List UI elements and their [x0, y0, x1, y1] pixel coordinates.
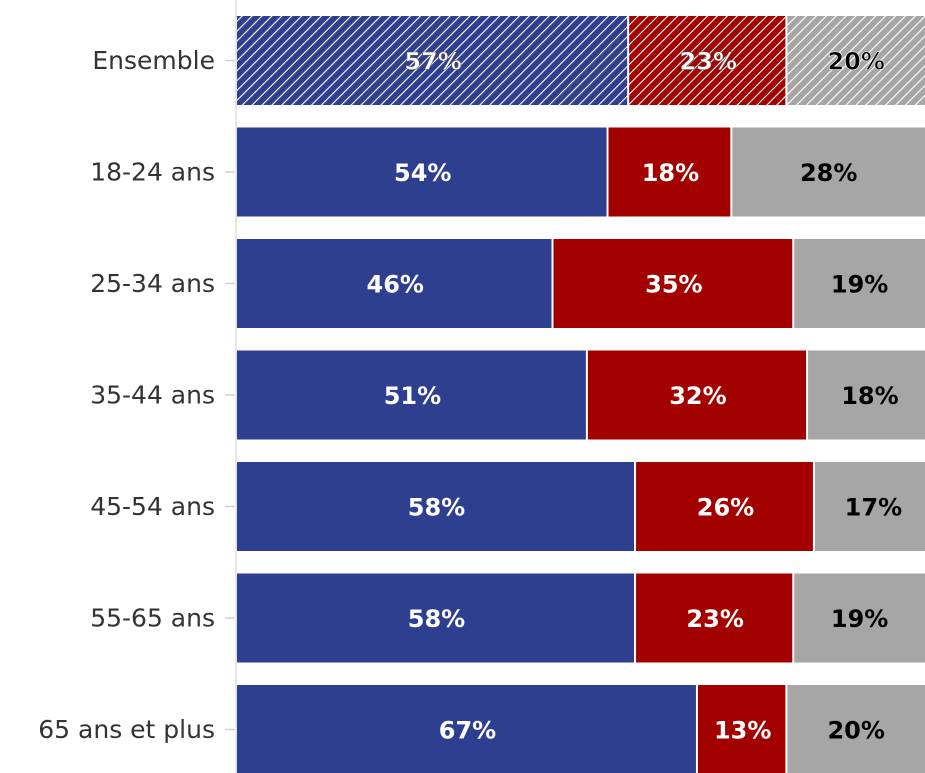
data-label: 67%	[439, 717, 496, 745]
bar-segment	[636, 462, 813, 551]
bar-segment	[237, 462, 635, 551]
bar-segment	[636, 573, 793, 663]
data-label: 26%	[697, 494, 754, 522]
data-label: 13%	[714, 717, 771, 745]
bar-segment	[237, 350, 586, 440]
data-label: 28%	[800, 159, 857, 187]
data-label: 19%	[831, 271, 888, 299]
data-label: 20%	[827, 717, 884, 745]
bar-segment	[553, 239, 793, 328]
bar-segment	[237, 573, 635, 663]
bar-segment	[237, 685, 696, 773]
bar-segment	[697, 685, 786, 773]
data-label: 23%	[680, 48, 737, 76]
category-label: 35-44 ans	[90, 381, 215, 410]
data-label: 23%	[686, 605, 743, 633]
category-label: 25-34 ans	[90, 269, 215, 298]
category-label: 65 ans et plus	[38, 715, 215, 744]
bar-segment	[787, 685, 925, 773]
data-label: 32%	[669, 382, 726, 410]
data-label: 18%	[841, 382, 898, 410]
bar-segment	[237, 127, 607, 217]
category-label: 45-54 ans	[90, 492, 215, 521]
data-label: 17%	[845, 494, 902, 522]
labels: Ensemble 57% 23% 20% 18-24 ans 54% 18% 28% 25-34…	[38, 46, 902, 745]
data-label: 58%	[408, 494, 465, 522]
bar-segment	[794, 239, 925, 328]
data-label: 54%	[394, 159, 451, 187]
bar-segment	[629, 16, 786, 105]
data-label: 35%	[645, 271, 702, 299]
category-label: Ensemble	[92, 46, 215, 75]
bar-segment	[587, 350, 807, 440]
data-label: 51%	[384, 382, 441, 410]
bar-segment	[814, 462, 925, 551]
y-axis	[225, 0, 237, 773]
data-label: 19%	[831, 605, 888, 633]
bars	[237, 16, 925, 773]
bar-segment	[237, 239, 552, 328]
data-label: 18%	[642, 159, 699, 187]
bar-segment	[794, 573, 925, 663]
bar-segment	[808, 350, 925, 440]
bar-segment	[787, 16, 925, 105]
bar-segment	[732, 127, 925, 217]
bar-segment	[608, 127, 731, 217]
data-label: 57%	[404, 48, 461, 76]
data-label: 58%	[408, 605, 465, 633]
data-label: 20%	[827, 48, 884, 76]
category-label: 18-24 ans	[90, 158, 215, 187]
data-label: 46%	[367, 271, 424, 299]
category-label: 55-65 ans	[90, 604, 215, 633]
bar-segment	[237, 16, 628, 105]
